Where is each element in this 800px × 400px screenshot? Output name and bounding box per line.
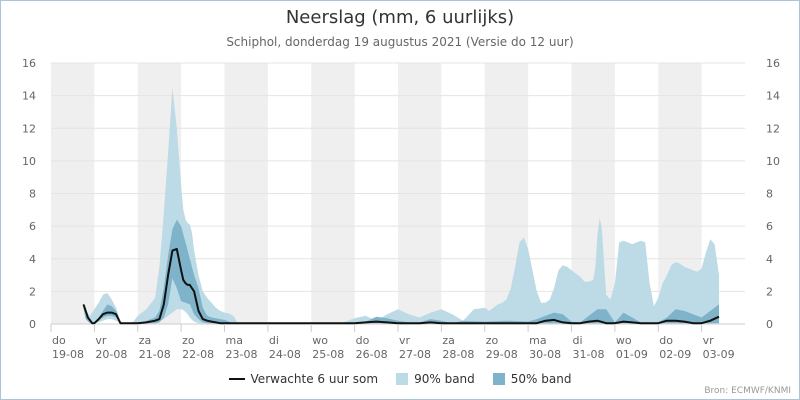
y-axis-left: 0 2 4 6 8 10 12 14 16 bbox=[22, 57, 36, 331]
x-label-date-14: 02-09 bbox=[659, 348, 691, 361]
y-tick-left-8: 8 bbox=[29, 188, 36, 201]
x-label-day-15: vr bbox=[703, 334, 715, 347]
y-tick-right-8: 8 bbox=[766, 188, 773, 201]
source-credit: Bron: ECMWF/KNMI bbox=[704, 386, 791, 396]
y-tick-right-14: 14 bbox=[766, 90, 780, 103]
x-label-day-13: wo bbox=[616, 334, 632, 347]
x-label-day-11: ma bbox=[529, 334, 546, 347]
x-label-date-11: 30-08 bbox=[529, 348, 561, 361]
x-label-day-9: za bbox=[442, 334, 455, 347]
chart-subtitle: Schiphol, donderdag 19 augustus 2021 (Ve… bbox=[226, 35, 574, 49]
legend-swatch-50-band bbox=[492, 373, 505, 385]
x-label-day-3: zo bbox=[182, 334, 195, 347]
y-tick-left-10: 10 bbox=[22, 155, 36, 168]
series-expected-line bbox=[82, 248, 720, 325]
x-label-day-7: do bbox=[356, 334, 370, 347]
y-tick-left-0: 0 bbox=[29, 318, 36, 331]
y-tick-left-12: 12 bbox=[22, 122, 36, 135]
x-label-date-13: 01-09 bbox=[616, 348, 648, 361]
x-label-day-6: wo bbox=[312, 334, 328, 347]
series-layer bbox=[82, 87, 720, 325]
x-label-date-6: 25-08 bbox=[312, 348, 344, 361]
x-label-day-8: vr bbox=[399, 334, 411, 347]
y-axis-right: 0 2 4 6 8 10 12 14 16 bbox=[766, 57, 780, 331]
y-tick-right-12: 12 bbox=[766, 122, 780, 135]
x-label-date-2: 21-08 bbox=[139, 348, 171, 361]
y-tick-right-10: 10 bbox=[766, 155, 780, 168]
y-tick-right-4: 4 bbox=[766, 253, 773, 266]
y-tick-right-6: 6 bbox=[766, 220, 773, 233]
x-label-day-2: za bbox=[139, 334, 152, 347]
legend-label-90-band: 90% band bbox=[414, 372, 475, 386]
legend: Verwachte 6 uur som 90% band 50% band bbox=[1, 372, 799, 386]
x-label-day-4: ma bbox=[226, 334, 243, 347]
x-label-day-5: di bbox=[269, 334, 279, 347]
x-label-day-0: do bbox=[52, 334, 66, 347]
legend-item-50-band[interactable]: 50% band bbox=[492, 372, 572, 386]
x-label-date-10: 29-08 bbox=[486, 348, 518, 361]
legend-swatch-90-band bbox=[396, 373, 409, 385]
legend-label-expected: Verwachte 6 uur som bbox=[250, 372, 379, 386]
x-label-day-12: di bbox=[573, 334, 583, 347]
legend-item-expected[interactable]: Verwachte 6 uur som bbox=[228, 372, 379, 386]
y-tick-left-16: 16 bbox=[22, 57, 36, 70]
x-label-date-4: 23-08 bbox=[226, 348, 258, 361]
y-tick-left-4: 4 bbox=[29, 253, 36, 266]
y-tick-right-16: 16 bbox=[766, 57, 780, 70]
x-label-date-5: 24-08 bbox=[269, 348, 301, 361]
y-tick-left-2: 2 bbox=[29, 285, 36, 298]
x-label-date-3: 22-08 bbox=[182, 348, 214, 361]
x-label-date-12: 31-08 bbox=[573, 348, 605, 361]
legend-line-swatch bbox=[228, 378, 245, 380]
legend-item-90-band[interactable]: 90% band bbox=[396, 372, 475, 386]
y-tick-left-6: 6 bbox=[29, 220, 36, 233]
y-tick-right-2: 2 bbox=[766, 285, 773, 298]
x-label-date-8: 27-08 bbox=[399, 348, 431, 361]
x-label-date-15: 03-09 bbox=[703, 348, 735, 361]
y-tick-left-14: 14 bbox=[22, 90, 36, 103]
x-label-day-14: do bbox=[659, 334, 673, 347]
x-axis: do19-08vr20-08za21-08zo22-08ma23-08di24-… bbox=[50, 324, 735, 361]
x-label-day-1: vr bbox=[95, 334, 107, 347]
x-label-date-9: 28-08 bbox=[442, 348, 474, 361]
x-label-date-7: 26-08 bbox=[356, 348, 388, 361]
x-label-date-1: 20-08 bbox=[95, 348, 127, 361]
x-label-day-10: zo bbox=[486, 334, 499, 347]
chart-title: Neerslag (mm, 6 uurlijks) bbox=[285, 7, 515, 28]
x-label-date-0: 19-08 bbox=[52, 348, 84, 361]
y-tick-right-0: 0 bbox=[766, 318, 773, 331]
legend-label-50-band: 50% band bbox=[510, 372, 572, 386]
